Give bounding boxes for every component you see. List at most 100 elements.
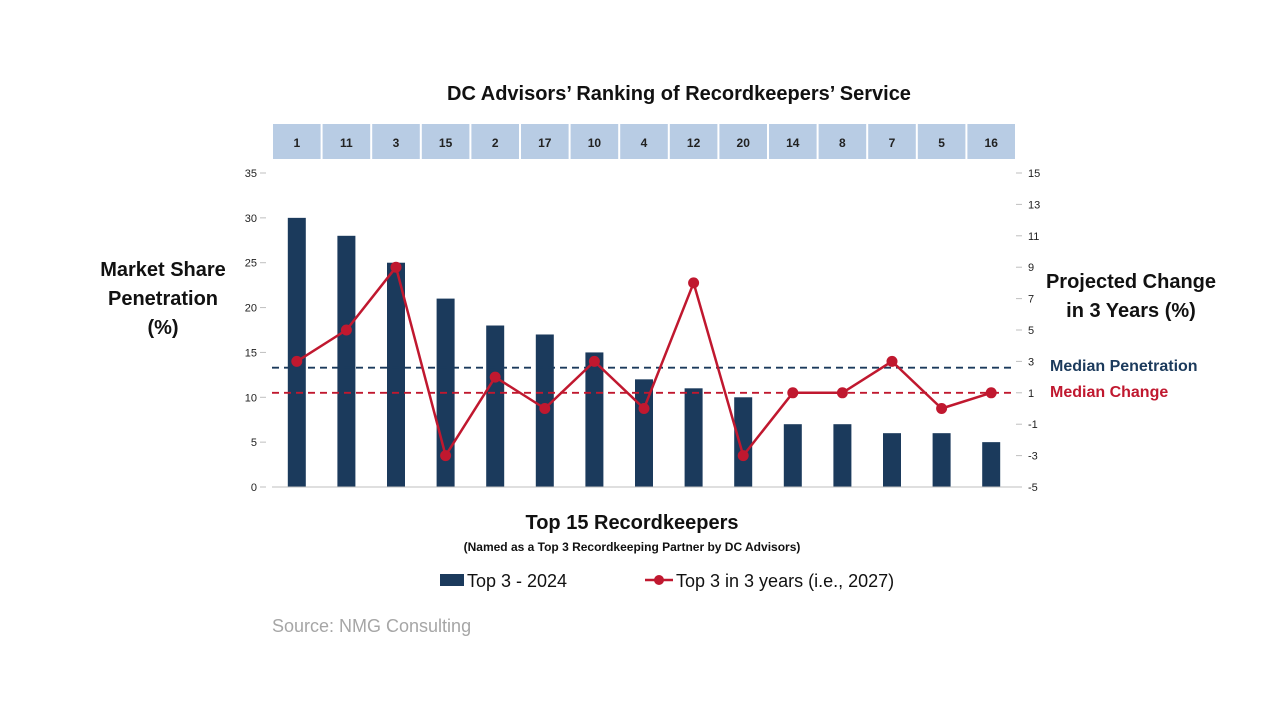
- right-axis-title-line: Projected Change: [1046, 271, 1216, 293]
- bar: [684, 388, 703, 487]
- rank-cell: [620, 124, 668, 159]
- line-point: [737, 450, 749, 462]
- right-tick-label: 15: [1028, 168, 1040, 180]
- right-tick-label: 1: [1028, 388, 1034, 400]
- line-point: [390, 261, 402, 273]
- rank-row: 1 11 3 15 2 17 10 4 12 20 14 8 7 5 16: [273, 124, 1015, 159]
- line-point: [787, 387, 799, 399]
- rank-label: 8: [839, 136, 846, 150]
- bar: [486, 325, 505, 487]
- bar: [585, 352, 604, 487]
- rank-cell: [322, 124, 371, 159]
- rank-cell: [868, 124, 916, 159]
- left-tick-label: 5: [251, 437, 257, 449]
- right-tick-label: -3: [1028, 451, 1038, 463]
- rank-label: 4: [641, 136, 648, 150]
- legend-line-label: Top 3 in 3 years (i.e., 2027): [676, 571, 894, 591]
- legend-line-marker: [654, 575, 664, 585]
- legend: Top 3 - 2024 Top 3 in 3 years (i.e., 202…: [440, 571, 894, 591]
- rank-cell: [372, 124, 420, 159]
- line-point: [539, 403, 551, 414]
- rank-label: 16: [985, 136, 999, 150]
- rank-cell: [421, 124, 470, 159]
- rank-label: 17: [538, 136, 552, 150]
- rank-label: 14: [786, 136, 800, 150]
- rank-cell: [769, 124, 817, 159]
- left-tick-label: 10: [245, 392, 257, 404]
- bar: [783, 424, 802, 487]
- line-point: [688, 277, 700, 289]
- bar: [337, 235, 356, 487]
- rank-label: 2: [492, 136, 499, 150]
- rank-label: 12: [687, 136, 701, 150]
- rank-label: 7: [889, 136, 896, 150]
- right-axis-title: Projected Change in 3 Years (%): [1046, 271, 1216, 322]
- left-tick-label: 25: [245, 258, 257, 270]
- rank-cell: [521, 124, 569, 159]
- rank-label: 20: [737, 136, 751, 150]
- left-axis-title-line: (%): [147, 317, 178, 339]
- right-tick-label: 3: [1028, 356, 1034, 368]
- rank-cell: [471, 124, 519, 159]
- line-point: [886, 355, 898, 367]
- left-tick-label: 20: [245, 303, 257, 315]
- right-tick-label: 13: [1028, 199, 1040, 211]
- rank-label: 3: [393, 136, 400, 150]
- left-axis-title-line: Market Share: [100, 259, 226, 281]
- right-tick-label: -1: [1028, 419, 1038, 431]
- right-tick-label: -5: [1028, 482, 1038, 494]
- median-label: Median Penetration: [1050, 358, 1198, 375]
- right-tick-label: 9: [1028, 262, 1034, 274]
- x-axis-subtitle: (Named as a Top 3 Recordkeeping Partner …: [464, 540, 801, 554]
- left-axis: 0 5 10 15 20 25 30 35: [245, 168, 266, 494]
- median-lines: Median Penetration Median Change: [272, 358, 1198, 401]
- bar: [833, 424, 852, 487]
- rank-label: 15: [439, 136, 453, 150]
- chart-title: DC Advisors’ Ranking of Recordkeepers’ S…: [447, 83, 911, 105]
- rank-label: 11: [340, 136, 353, 150]
- rank-cell: [917, 124, 966, 159]
- line-point: [340, 324, 352, 336]
- bar: [287, 217, 306, 487]
- legend-bar-swatch: [440, 574, 464, 586]
- line-series: [291, 261, 997, 462]
- rank-cell: [719, 124, 767, 159]
- left-axis-title: Market Share Penetration (%): [100, 259, 226, 339]
- rank-label: 10: [588, 136, 602, 150]
- left-tick-label: 30: [245, 213, 257, 225]
- line-point: [588, 355, 600, 367]
- bar-series: [287, 217, 1001, 487]
- median-label: Median Change: [1050, 384, 1168, 401]
- bar: [387, 262, 405, 487]
- rank-label: 1: [293, 136, 300, 150]
- left-tick-label: 15: [245, 347, 257, 359]
- line-point: [936, 403, 948, 414]
- rank-cell: [818, 124, 867, 159]
- rank-cell: [273, 124, 321, 159]
- rank-cell: [570, 124, 619, 159]
- x-axis-title: Top 15 Recordkeepers: [525, 512, 738, 534]
- bar: [982, 442, 1001, 487]
- bar: [883, 433, 901, 487]
- rank-cell: [669, 124, 718, 159]
- bar: [734, 397, 753, 487]
- right-tick-label: 7: [1028, 294, 1034, 306]
- bar: [932, 433, 951, 487]
- left-tick-label: 35: [245, 168, 257, 180]
- legend-bar-label: Top 3 - 2024: [467, 571, 567, 591]
- line-point: [638, 403, 650, 414]
- right-tick-label: 5: [1028, 325, 1034, 337]
- line-point: [291, 355, 303, 367]
- left-axis-title-line: Penetration: [108, 288, 218, 310]
- right-tick-label: 11: [1028, 231, 1039, 243]
- source-note: Source: NMG Consulting: [272, 616, 471, 636]
- rank-label: 5: [938, 136, 945, 150]
- left-tick-label: 0: [251, 482, 257, 494]
- right-axis-title-line: in 3 Years (%): [1066, 300, 1196, 322]
- line-point: [489, 371, 501, 383]
- line-point: [985, 387, 997, 399]
- rank-cell: [967, 124, 1015, 159]
- line-point: [440, 450, 452, 462]
